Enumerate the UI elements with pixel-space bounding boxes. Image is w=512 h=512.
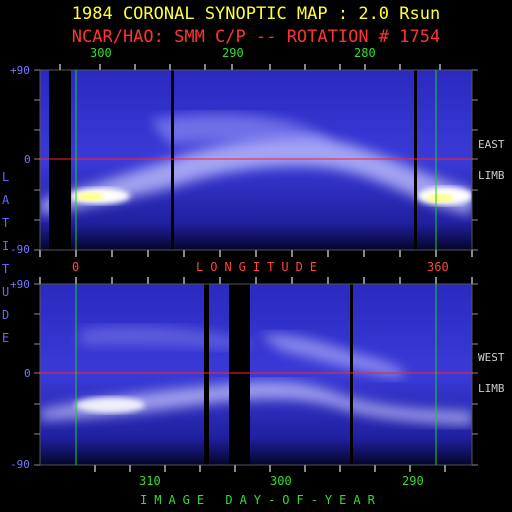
latitude-letter: L (2, 170, 10, 184)
top-map-panel (40, 70, 472, 250)
latitude-letter: T (2, 216, 10, 230)
latitude-letter: A (2, 193, 10, 207)
east-label: EAST (478, 138, 505, 151)
map-title: 1984 CORONAL SYNOPTIC MAP : 2.0 Rsun (71, 4, 441, 24)
longitude-tick-0: 0 (72, 260, 80, 274)
west-label: WEST (478, 351, 505, 364)
latitude-letter: T (2, 262, 10, 276)
carrington-tick-300: 300 (90, 46, 112, 60)
longitude-tick-360: 360 (427, 260, 449, 274)
top-lat-tick-0: 0 (24, 153, 31, 166)
latitude-letter: D (2, 308, 10, 322)
top-edge-ticks (59, 64, 441, 70)
latitude-letter: E (2, 331, 10, 345)
top-lat-tick-minus90: -90 (10, 243, 30, 256)
mid-ticks (39, 250, 473, 284)
bottom-map-panel (40, 284, 472, 465)
carrington-tick-290: 290 (222, 46, 244, 60)
bottom-lat-tick-plus90: +90 (10, 278, 30, 291)
latitude-letter: U (2, 285, 10, 299)
carrington-tick-280: 280 (354, 46, 376, 60)
east-limb-label: LIMB (478, 169, 505, 182)
day-tick-290: 290 (402, 474, 424, 488)
bottom-lat-tick-minus90: -90 (10, 458, 30, 471)
latitude-letter: I (2, 239, 10, 253)
day-tick-300: 300 (270, 474, 292, 488)
day-of-year-axis-label: IMAGE DAY-OF-YEAR (140, 493, 382, 507)
side-ticks (34, 69, 478, 466)
map-subtitle: NCAR/HAO: SMM C/P -- ROTATION # 1754 (71, 27, 441, 47)
bottom-lat-tick-0: 0 (24, 367, 31, 380)
day-tick-310: 310 (139, 474, 161, 488)
top-lat-tick-plus90: +90 (10, 64, 30, 77)
west-limb-label: LIMB (478, 382, 505, 395)
longitude-axis-label: LONGITUDE (196, 260, 325, 274)
bottom-edge-ticks (94, 465, 446, 472)
